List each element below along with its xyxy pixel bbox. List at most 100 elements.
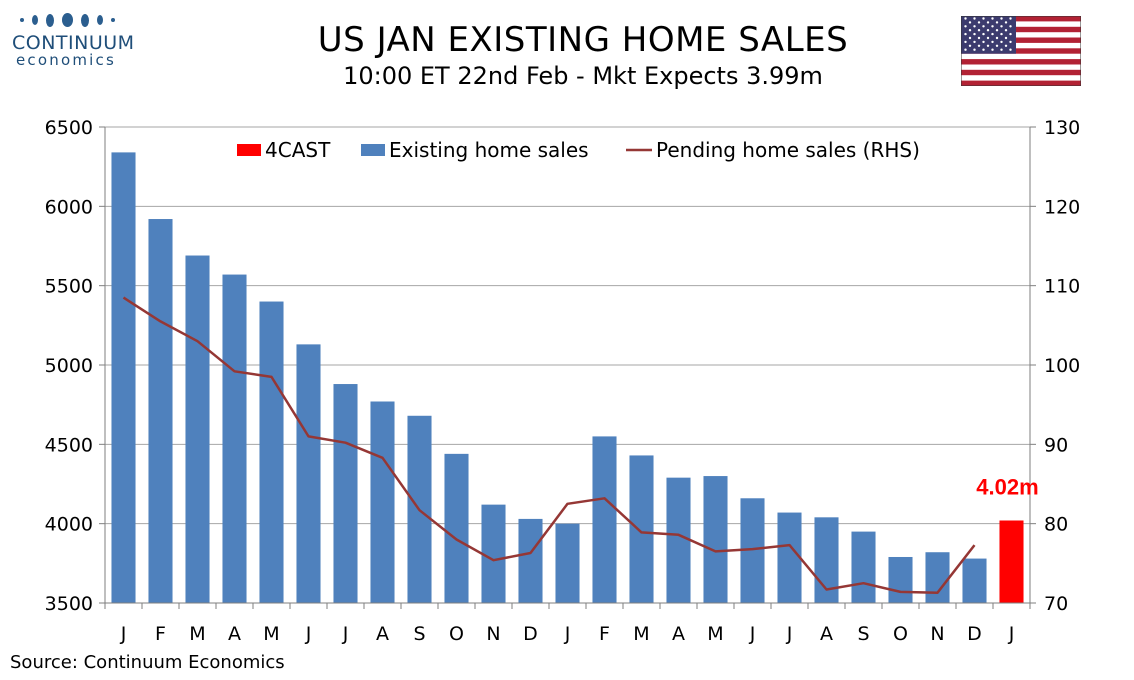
x-tick-label: J (1008, 623, 1015, 645)
x-tick-label: J (305, 623, 312, 645)
x-tick-label: M (707, 623, 723, 645)
x-tick-label: A (376, 623, 389, 645)
flag-star (995, 21, 999, 24)
flag-star (964, 25, 967, 28)
x-tick-label: A (820, 623, 833, 645)
existing-sales-bar (370, 401, 395, 603)
flag-star (968, 36, 972, 40)
y-left-tick-label: 6500 (45, 117, 93, 139)
flag-star (1009, 40, 1012, 44)
existing-sales-bar (333, 384, 358, 603)
flag-star (1009, 25, 1012, 28)
flag-star (968, 21, 972, 24)
x-tick-label: M (189, 623, 205, 645)
flag-star (1000, 32, 1003, 36)
existing-sales-bar (148, 219, 173, 603)
forecast-bar (999, 520, 1024, 603)
flag-star (995, 44, 999, 47)
y-right-tick-label: 80 (1044, 514, 1068, 536)
y-left-tick-label: 4000 (45, 514, 93, 536)
x-tick-label: S (857, 623, 869, 645)
existing-sales-bar (925, 552, 950, 603)
existing-sales-bar (777, 512, 802, 603)
legend-swatch (237, 144, 261, 156)
flag-star (986, 44, 990, 47)
flag-star (982, 40, 985, 44)
existing-sales-bar (296, 344, 321, 603)
existing-sales-bar (703, 476, 728, 603)
flag-star (973, 25, 976, 28)
x-tick-label: J (749, 623, 756, 645)
existing-sales-bar (518, 518, 543, 603)
x-tick-label: J (342, 623, 349, 645)
y-left-tick-label: 4500 (45, 434, 93, 456)
y-right-tick-label: 110 (1044, 276, 1080, 298)
flag-star (986, 21, 990, 24)
pending-sales-line (122, 296, 976, 594)
existing-sales-bar (185, 255, 210, 603)
x-tick-label: O (449, 623, 464, 645)
x-tick-label: D (523, 623, 538, 645)
flag-star (977, 21, 981, 24)
flag-star (1000, 40, 1003, 44)
flag-star (964, 48, 967, 51)
existing-sales-bar (222, 274, 247, 603)
y-right-tick-label: 90 (1044, 434, 1068, 456)
legend-label: Existing home sales (389, 138, 589, 162)
x-tick-label: D (967, 623, 982, 645)
flag-star (973, 40, 976, 44)
x-tick-label: F (155, 623, 166, 645)
x-tick-label: M (633, 623, 649, 645)
logo-subtitle: economics (16, 51, 116, 69)
flag-star (1009, 32, 1012, 36)
flag-star (973, 48, 976, 51)
chart-subtitle: 10:00 ET 22nd Feb - Mkt Expects 3.99m (343, 62, 823, 90)
existing-sales-bar (666, 477, 691, 603)
flag-star (968, 29, 972, 32)
existing-sales-bar (259, 301, 284, 603)
flag-star (982, 32, 985, 36)
flag-star (973, 32, 976, 36)
flag-star (982, 17, 985, 20)
x-tick-label: A (672, 623, 685, 645)
x-tick-label: N (486, 623, 500, 645)
flag-star (986, 29, 990, 32)
flag-star (995, 29, 999, 32)
logo-name: CONTINUUM (12, 32, 135, 54)
existing-sales-bar (444, 453, 469, 603)
flag-star (973, 17, 976, 20)
y-left-tick-label: 5000 (45, 355, 93, 377)
x-tick-label: M (263, 623, 279, 645)
x-tick-label: S (413, 623, 425, 645)
chart-title: US JAN EXISTING HOME SALES (317, 20, 849, 60)
us-flag-icon (961, 16, 1081, 86)
y-right-tick-label: 120 (1044, 196, 1080, 218)
flag-star (968, 44, 972, 47)
flag-star (991, 17, 994, 20)
logo-dots-icon (20, 12, 140, 28)
flag-star (991, 32, 994, 36)
x-tick-label: O (893, 623, 908, 645)
flag-star (1004, 29, 1008, 32)
flag-star (1009, 48, 1012, 51)
x-tick-label: J (786, 623, 793, 645)
existing-sales-bar (888, 556, 913, 603)
x-tick-label: A (228, 623, 241, 645)
y-left-tick-label: 6000 (45, 196, 93, 218)
existing-sales-bar (629, 455, 654, 603)
flag-star (1004, 36, 1008, 40)
x-tick-label: F (599, 623, 610, 645)
flag-star (1000, 17, 1003, 20)
existing-sales-bar (851, 531, 876, 603)
flag-star (1004, 21, 1008, 24)
flag-star (995, 36, 999, 40)
y-left-tick-label: 5500 (45, 276, 93, 298)
flag-star (1000, 48, 1003, 51)
flag-star (986, 36, 990, 40)
y-right-tick-label: 70 (1044, 593, 1068, 615)
flag-star (1009, 17, 1012, 20)
legend-label: Pending home sales (RHS) (656, 138, 920, 162)
y-right-tick-label: 130 (1044, 117, 1080, 139)
flag-star (991, 25, 994, 28)
